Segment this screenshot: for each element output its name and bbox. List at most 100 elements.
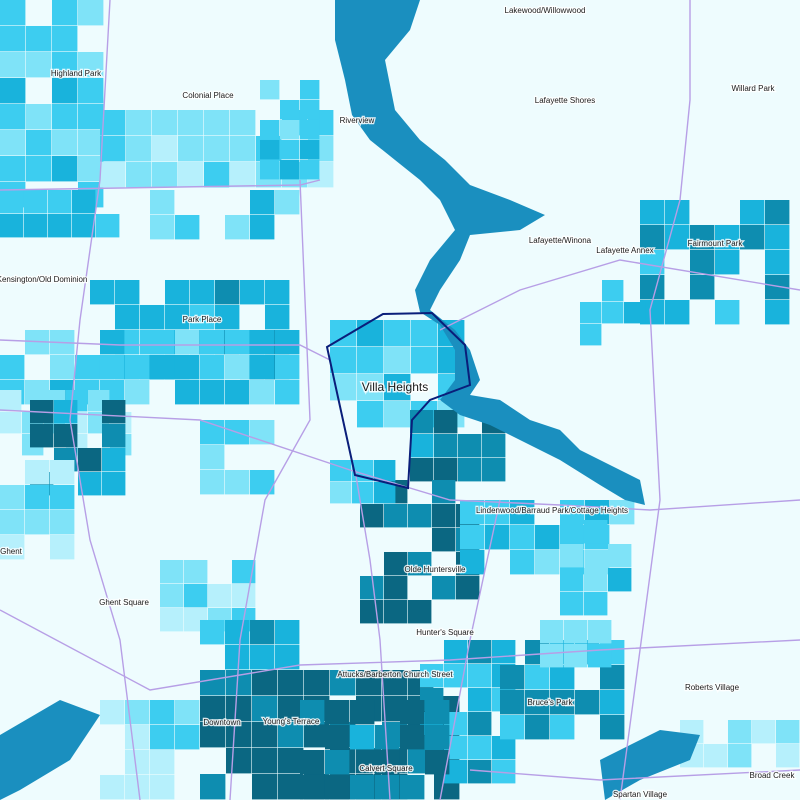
block bbox=[550, 665, 575, 690]
block bbox=[665, 300, 690, 325]
block bbox=[408, 600, 432, 624]
road bbox=[469, 769, 800, 781]
road bbox=[0, 409, 800, 511]
block bbox=[420, 664, 444, 688]
neighborhood-label: Lafayette/Winona bbox=[529, 236, 592, 245]
block bbox=[200, 696, 226, 722]
block bbox=[200, 330, 225, 355]
block bbox=[50, 535, 75, 560]
block bbox=[125, 380, 150, 405]
block bbox=[410, 434, 434, 458]
block bbox=[165, 280, 190, 305]
neighborhood-label: Riverview bbox=[340, 116, 375, 125]
block bbox=[400, 775, 425, 800]
block bbox=[175, 355, 200, 380]
block bbox=[560, 544, 584, 568]
block bbox=[384, 600, 408, 624]
block bbox=[225, 380, 250, 405]
block bbox=[580, 324, 602, 346]
neighborhood-label: Lafayette Shores bbox=[535, 96, 595, 105]
neighborhood-label: Calvert Square bbox=[359, 764, 413, 773]
block bbox=[260, 160, 280, 180]
neighborhood-label: Lindenwood/Barraud Park/Cottage Heights bbox=[476, 506, 628, 515]
block bbox=[375, 775, 400, 800]
block bbox=[584, 520, 608, 544]
block bbox=[560, 520, 584, 544]
block bbox=[492, 760, 516, 784]
block bbox=[102, 448, 126, 472]
block bbox=[265, 305, 290, 330]
block bbox=[300, 700, 325, 725]
block bbox=[485, 525, 510, 550]
block bbox=[200, 355, 225, 380]
neighborhood-label: Park Place bbox=[183, 315, 222, 324]
block bbox=[640, 275, 665, 300]
block bbox=[125, 750, 150, 775]
block bbox=[160, 584, 184, 608]
block bbox=[26, 130, 52, 156]
block bbox=[300, 160, 320, 180]
block bbox=[690, 275, 715, 300]
block bbox=[240, 280, 265, 305]
block bbox=[100, 355, 125, 380]
block bbox=[350, 700, 375, 725]
block bbox=[152, 162, 178, 188]
block bbox=[200, 670, 226, 696]
block bbox=[728, 744, 752, 768]
road bbox=[619, 0, 691, 800]
block bbox=[425, 700, 450, 725]
block bbox=[72, 190, 96, 214]
block bbox=[280, 160, 300, 180]
block bbox=[225, 620, 250, 645]
block bbox=[560, 568, 584, 592]
block bbox=[500, 690, 525, 715]
block bbox=[150, 330, 175, 355]
block bbox=[252, 774, 278, 800]
block bbox=[275, 190, 300, 215]
block bbox=[26, 104, 52, 130]
block bbox=[175, 380, 200, 405]
neighborhood-label: Young's Terrace bbox=[263, 717, 320, 726]
block bbox=[152, 136, 178, 162]
block bbox=[100, 775, 125, 800]
neighborhood-label: Spartan Village bbox=[613, 790, 668, 799]
block bbox=[100, 162, 126, 188]
block bbox=[330, 460, 352, 482]
block bbox=[0, 130, 26, 156]
block bbox=[252, 696, 278, 722]
block bbox=[540, 620, 564, 644]
block bbox=[226, 722, 252, 748]
block bbox=[704, 744, 728, 768]
block bbox=[54, 400, 78, 424]
block bbox=[225, 470, 250, 495]
block bbox=[374, 460, 396, 482]
block bbox=[330, 670, 356, 696]
block bbox=[410, 410, 434, 434]
block bbox=[152, 110, 178, 136]
block bbox=[411, 347, 438, 374]
block bbox=[226, 748, 252, 774]
block bbox=[0, 485, 25, 510]
block bbox=[384, 374, 411, 401]
block bbox=[250, 330, 275, 355]
block bbox=[460, 500, 485, 525]
block bbox=[232, 584, 256, 608]
block bbox=[260, 80, 280, 100]
block bbox=[72, 214, 96, 238]
block bbox=[468, 640, 492, 664]
block bbox=[740, 225, 765, 250]
block bbox=[525, 690, 550, 715]
block bbox=[608, 544, 632, 568]
block bbox=[325, 700, 350, 725]
block bbox=[215, 280, 240, 305]
block bbox=[444, 760, 468, 784]
block bbox=[482, 458, 506, 482]
block bbox=[432, 480, 456, 504]
block bbox=[78, 78, 104, 104]
block bbox=[468, 664, 492, 688]
block bbox=[115, 305, 140, 330]
block bbox=[434, 410, 458, 434]
block bbox=[184, 560, 208, 584]
block bbox=[610, 500, 635, 525]
block bbox=[204, 162, 230, 188]
